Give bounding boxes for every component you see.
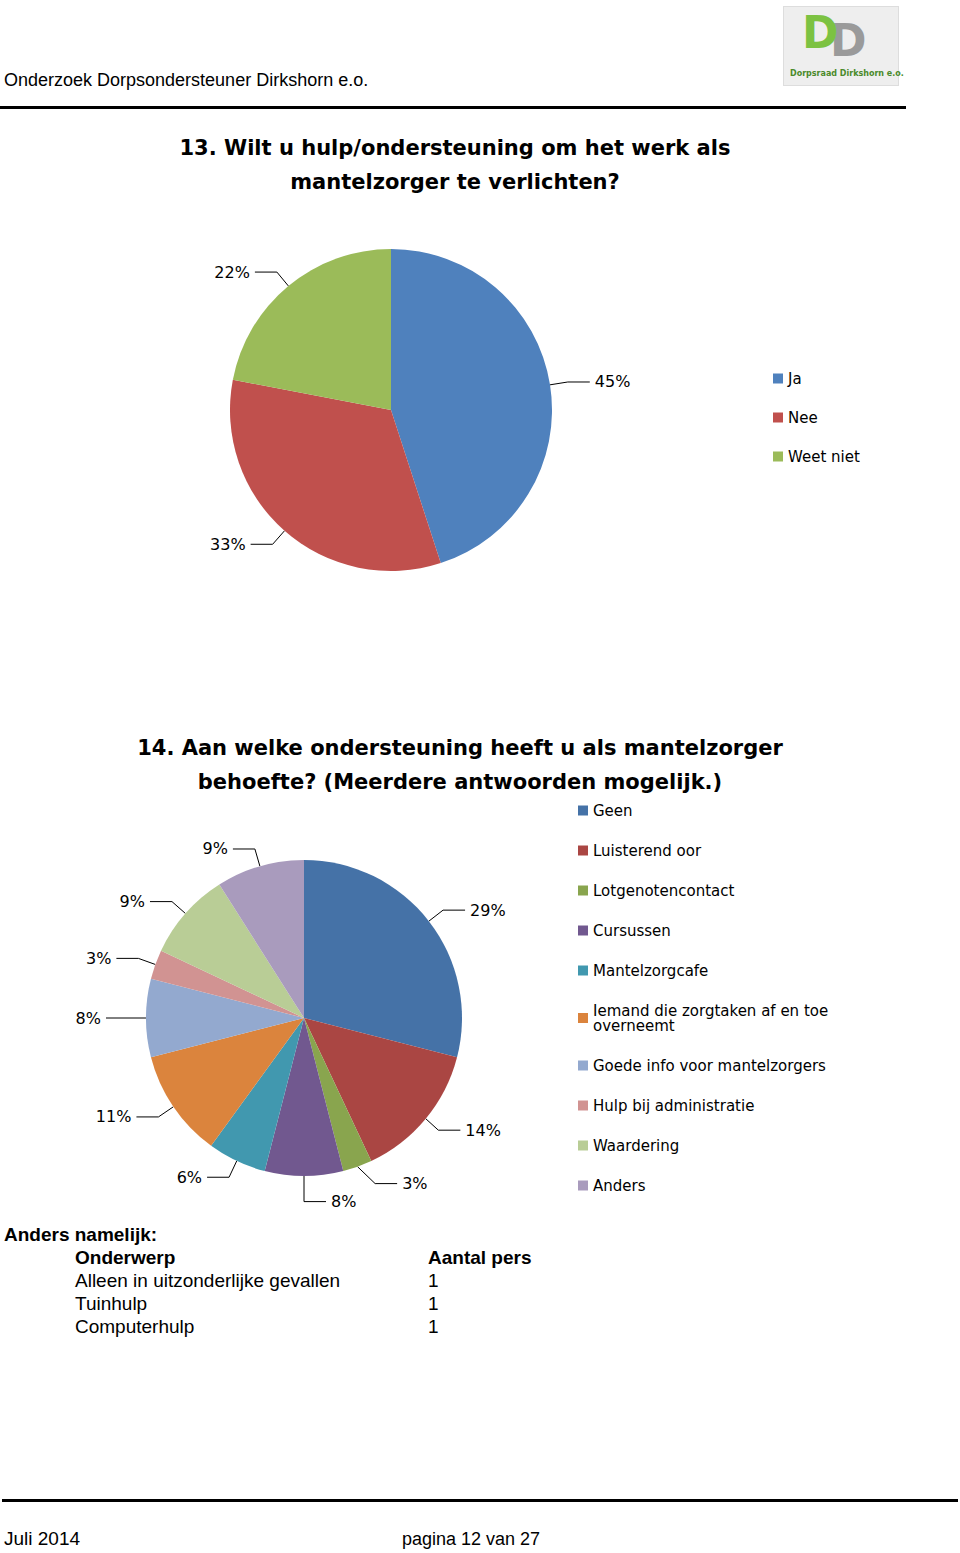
svg-text:6%: 6%: [177, 1168, 202, 1187]
html-text:D: D: [830, 15, 867, 66]
svg-text:Ja: Ja: [787, 370, 802, 388]
svg-text:Hulp bij administratie: Hulp bij administratie: [593, 1097, 754, 1115]
svg-text:3%: 3%: [402, 1174, 427, 1193]
svg-text:Goede info voor mantelzorgers: Goede info voor mantelzorgers: [593, 1057, 826, 1075]
html-text:Juli 2014: Juli 2014: [4, 1528, 81, 1549]
html-text:14. Aan welke ondersteuning he: 14. Aan welke ondersteuning heeft u als …: [137, 736, 783, 794]
svg-text:Luisterend oor: Luisterend oor: [593, 842, 702, 860]
svg-text:Cursussen: Cursussen: [593, 922, 671, 940]
svg-text:Nee: Nee: [788, 409, 818, 427]
html-text:Alleen in uitzonderlijke geval: Alleen in uitzonderlijke gevallen: [75, 1270, 341, 1291]
svg-text:9%: 9%: [203, 839, 228, 858]
svg-text:Iemand die zorgtaken af en toe: Iemand die zorgtaken af en toe: [593, 1001, 833, 1020]
html-text:1: 1: [428, 1316, 439, 1337]
svg-text:8%: 8%: [331, 1192, 356, 1211]
svg-text:22%: 22%: [214, 263, 250, 282]
svg-text:14%: 14%: [465, 1121, 501, 1140]
svg-text:Geen: Geen: [593, 802, 633, 820]
html-text:Tuinhulp: Tuinhulp: [75, 1293, 148, 1314]
svg-text:Mantelzorgcafe: Mantelzorgcafe: [593, 962, 708, 980]
svg-text:8%: 8%: [76, 1009, 101, 1028]
html-text:Anders namelijk:: Anders namelijk:: [4, 1224, 158, 1245]
html-text:Computerhulp: Computerhulp: [75, 1316, 195, 1337]
svg-text:3%: 3%: [86, 949, 111, 968]
html-text:D: D: [802, 7, 839, 58]
html-text:Onderzoek Dorpsondersteuner Di: Onderzoek Dorpsondersteuner Dirkshorn e.…: [4, 70, 369, 90]
svg-text:33%: 33%: [210, 535, 246, 554]
svg-text:Anders: Anders: [593, 1177, 646, 1195]
html-text:1: 1: [428, 1270, 439, 1291]
html-text:1: 1: [428, 1293, 439, 1314]
svg-text:45%: 45%: [595, 372, 631, 391]
svg-text:29%: 29%: [470, 901, 506, 920]
html-text:Onderwerp: Onderwerp: [75, 1247, 176, 1268]
html-text:Dorpsraad Dirkshorn e.o.: Dorpsraad Dirkshorn e.o.: [790, 69, 904, 78]
html-text:13. Wilt u hulp/ondersteuning: 13. Wilt u hulp/ondersteuning om het wer…: [179, 136, 731, 194]
svg-text:Waardering: Waardering: [593, 1137, 679, 1155]
svg-text:11%: 11%: [96, 1107, 132, 1126]
svg-text:Weet niet: Weet niet: [788, 448, 860, 466]
svg-text:Lotgenotencontact: Lotgenotencontact: [593, 882, 734, 900]
html-text:Aantal pers: Aantal pers: [428, 1247, 532, 1268]
svg-text:9%: 9%: [120, 892, 145, 911]
html-text:pagina 12 van 27: pagina 12 van 27: [402, 1529, 541, 1549]
svg-text:overneemt: overneemt: [593, 1017, 675, 1035]
